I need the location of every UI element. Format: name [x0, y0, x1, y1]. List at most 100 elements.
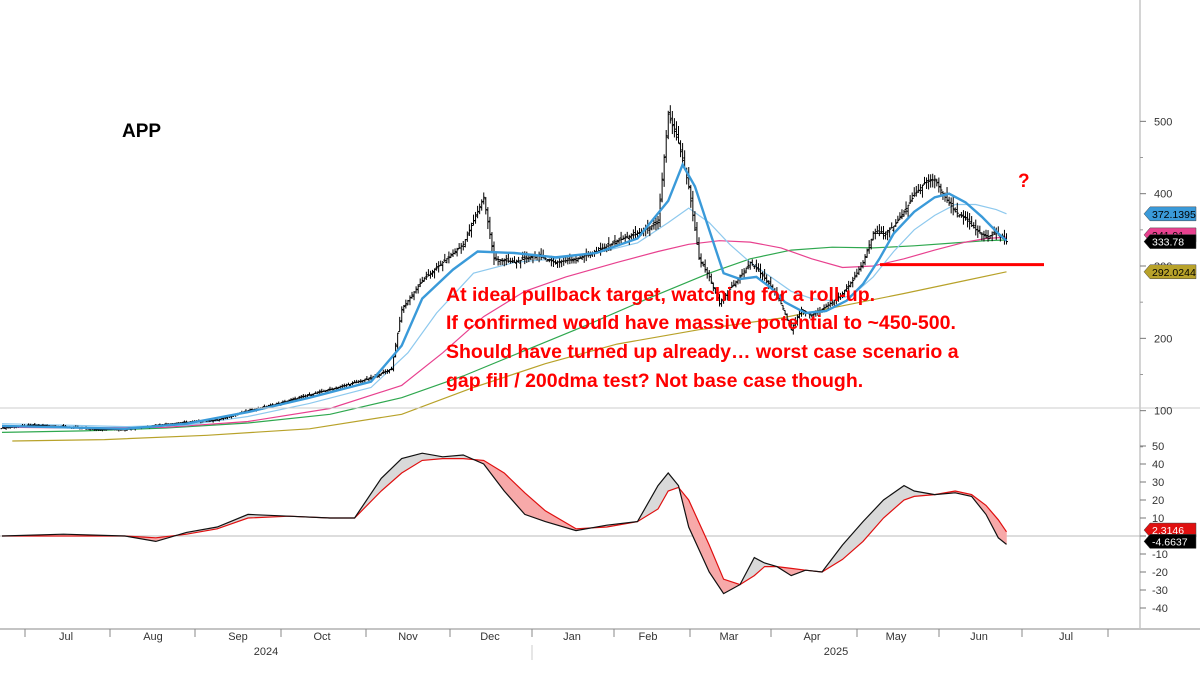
price-bar — [435, 262, 439, 271]
oscillator-fill — [532, 499, 536, 519]
price-bar — [906, 204, 910, 217]
price-bar — [474, 211, 478, 224]
price-bar — [390, 366, 393, 371]
price-badge-shape — [1143, 264, 1197, 280]
price-badge: 372.1395 — [1143, 206, 1197, 222]
price-bar — [547, 258, 551, 263]
price-bar — [455, 247, 459, 257]
price-bar — [884, 231, 888, 240]
oscillator-fill — [508, 476, 511, 499]
price-bar — [572, 257, 576, 264]
price-bar — [888, 227, 892, 238]
price-bar — [920, 184, 924, 198]
price-bar — [781, 304, 785, 310]
price-bar — [377, 373, 381, 378]
ma-fast-line — [1, 161, 1008, 431]
price-bar — [443, 253, 447, 263]
price-bar — [502, 258, 506, 267]
price-bar — [517, 256, 521, 263]
oscillator-fill — [907, 487, 911, 499]
price-bar — [752, 265, 756, 270]
price-bar — [701, 261, 705, 267]
price-bar — [699, 253, 703, 268]
price-bar — [648, 226, 652, 237]
oscillator-fill — [852, 530, 856, 551]
oscillator-fill — [868, 512, 872, 536]
price-bar — [381, 369, 385, 375]
price-bar — [441, 260, 445, 272]
price-bar — [0, 427, 4, 430]
price-bar — [490, 232, 494, 252]
oscillator-fill — [885, 496, 888, 517]
price-badge: 292.0244 — [1143, 264, 1197, 280]
price-bar — [759, 263, 762, 279]
price-badge-shape — [1143, 234, 1197, 249]
price-bar — [783, 309, 787, 315]
oscillator-fill — [883, 498, 886, 519]
price-bar — [976, 225, 980, 238]
price-bar — [961, 210, 965, 225]
price-bar — [851, 276, 855, 288]
price-bar — [730, 281, 734, 289]
price-bar — [625, 231, 629, 239]
oscillator-fill — [893, 490, 897, 510]
price-bar — [566, 257, 570, 265]
price-bar — [431, 269, 434, 277]
oscillator-fill — [526, 494, 530, 517]
price-bar — [847, 280, 851, 292]
price-badge-label: 292.0244 — [1152, 267, 1196, 279]
price-bar — [890, 222, 894, 229]
price-bar — [939, 183, 943, 196]
oscillator-fill — [510, 478, 513, 502]
price-bar — [953, 207, 957, 213]
price-bar — [681, 143, 685, 165]
price-bar — [627, 234, 631, 245]
oscillator-panel — [0, 452, 1140, 595]
price-bar — [865, 248, 869, 258]
price-bar — [857, 266, 861, 276]
oscillator-fill — [864, 516, 868, 540]
price-bar — [984, 229, 988, 239]
price-bar — [668, 105, 672, 124]
month-label: Feb — [639, 631, 658, 643]
price-bar — [724, 292, 728, 301]
oscillator-fill — [856, 525, 860, 548]
oscillator-fill — [514, 482, 517, 506]
ticker-label: APP — [122, 121, 161, 142]
oscillator-fill — [879, 501, 882, 524]
price-bar — [964, 211, 967, 221]
osc-tick-label: -30 — [1152, 585, 1168, 597]
price-bar — [875, 225, 879, 234]
price-bar — [849, 281, 853, 288]
price-panel — [0, 105, 1044, 442]
price-bar — [486, 207, 490, 230]
oscillator-fill — [530, 497, 534, 518]
price-bar — [318, 389, 322, 395]
price-bar — [978, 225, 982, 234]
month-label: Jul — [1059, 631, 1073, 643]
price-bar — [662, 154, 666, 187]
price-bar — [433, 268, 437, 279]
price-bar — [761, 271, 765, 282]
price-bar — [650, 224, 654, 231]
osc-tick-label: -20 — [1152, 567, 1168, 579]
price-bar — [558, 258, 562, 268]
month-label: Jun — [970, 631, 988, 643]
year-label: 2025 — [824, 646, 848, 658]
osc-badge: -4.6637 — [1143, 534, 1197, 549]
price-bar — [527, 255, 531, 263]
price-bar — [982, 230, 986, 242]
price-bar — [793, 317, 797, 327]
price-bar — [316, 391, 320, 394]
price-bar — [281, 400, 285, 404]
price-bar — [882, 226, 885, 240]
price-bar — [482, 192, 486, 205]
price-bar — [654, 215, 658, 231]
price-bar — [299, 395, 303, 399]
price-bar — [611, 240, 615, 246]
oscillator-fill — [889, 493, 892, 514]
month-label: Sep — [228, 631, 248, 643]
price-bar — [351, 381, 355, 386]
oscillator-fill — [891, 492, 894, 512]
annotation-line-1: At ideal pullback target, watching for a… — [446, 284, 875, 306]
